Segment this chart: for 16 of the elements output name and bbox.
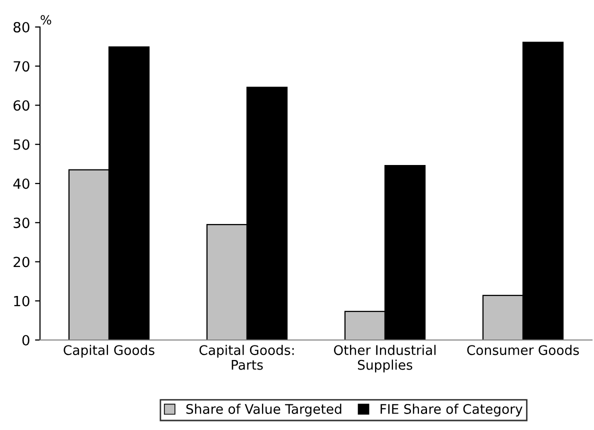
y-tick-label: 60 <box>14 100 30 111</box>
x-tick-label: Consumer Goods <box>467 344 579 356</box>
y-tick-label: 10 <box>14 296 30 306</box>
y-tick-label: 40 <box>13 178 30 189</box>
legend-label: Share of Value Targeted <box>186 404 342 417</box>
y-tick-label: 50 <box>14 139 30 150</box>
y-tick-label: 20 <box>14 256 30 268</box>
x-tick-label: Other Industrial Supplies <box>334 344 436 372</box>
y-tick-label: 80 <box>14 22 30 32</box>
x-tick-label: Capital Goods: Parts <box>199 344 294 370</box>
y-tick-label: 70 <box>14 61 30 72</box>
x-tick-label: Capital Goods <box>64 344 154 358</box>
y-tick-label: 0 <box>22 334 30 346</box>
legend-label: FIE Share of Category <box>380 404 522 417</box>
y-tick-label: 30 <box>14 218 30 228</box>
y-axis-title: % <box>40 15 52 25</box>
